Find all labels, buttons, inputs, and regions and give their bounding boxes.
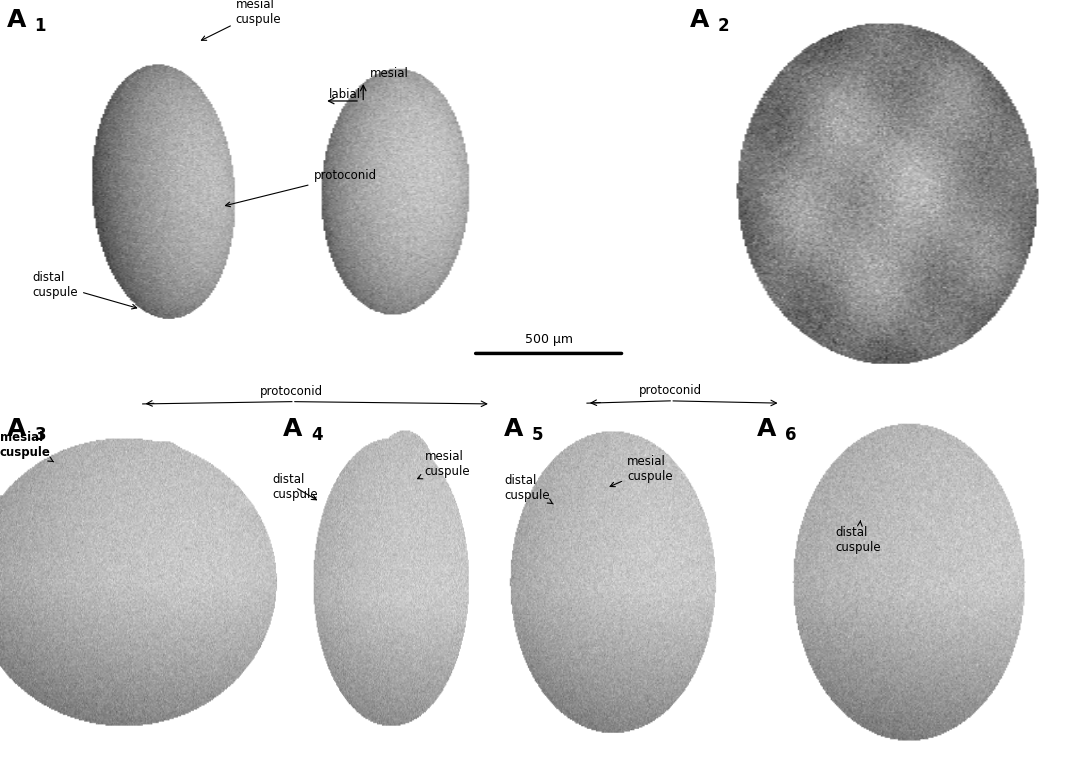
Text: distal
cuspule: distal cuspule <box>836 520 881 554</box>
Text: A: A <box>6 8 26 31</box>
Text: protoconid: protoconid <box>226 170 376 207</box>
Text: 3: 3 <box>35 426 46 444</box>
Text: A: A <box>283 417 303 441</box>
Text: mesial: mesial <box>370 67 409 80</box>
Text: distal
cuspule: distal cuspule <box>32 271 136 309</box>
Text: 4: 4 <box>311 426 323 444</box>
Text: mesial
cuspule: mesial cuspule <box>0 431 54 462</box>
Text: 1: 1 <box>35 17 46 35</box>
Text: 2: 2 <box>718 17 730 35</box>
Text: labial: labial <box>329 88 361 101</box>
Text: 500 μm: 500 μm <box>525 333 573 346</box>
Text: distal
cuspule: distal cuspule <box>272 474 318 501</box>
Text: A: A <box>504 417 523 441</box>
Text: protoconid: protoconid <box>261 385 323 398</box>
Text: distal
cuspule: distal cuspule <box>505 474 553 504</box>
Text: A: A <box>690 8 709 31</box>
Text: mesial
cuspule: mesial cuspule <box>610 455 672 487</box>
Text: 5: 5 <box>532 426 544 444</box>
Text: 6: 6 <box>785 426 797 444</box>
Text: protoconid: protoconid <box>639 384 702 397</box>
Text: A: A <box>757 417 776 441</box>
Text: mesial
cuspule: mesial cuspule <box>201 0 281 41</box>
Text: mesial
cuspule: mesial cuspule <box>417 451 470 479</box>
Text: A: A <box>6 417 26 441</box>
